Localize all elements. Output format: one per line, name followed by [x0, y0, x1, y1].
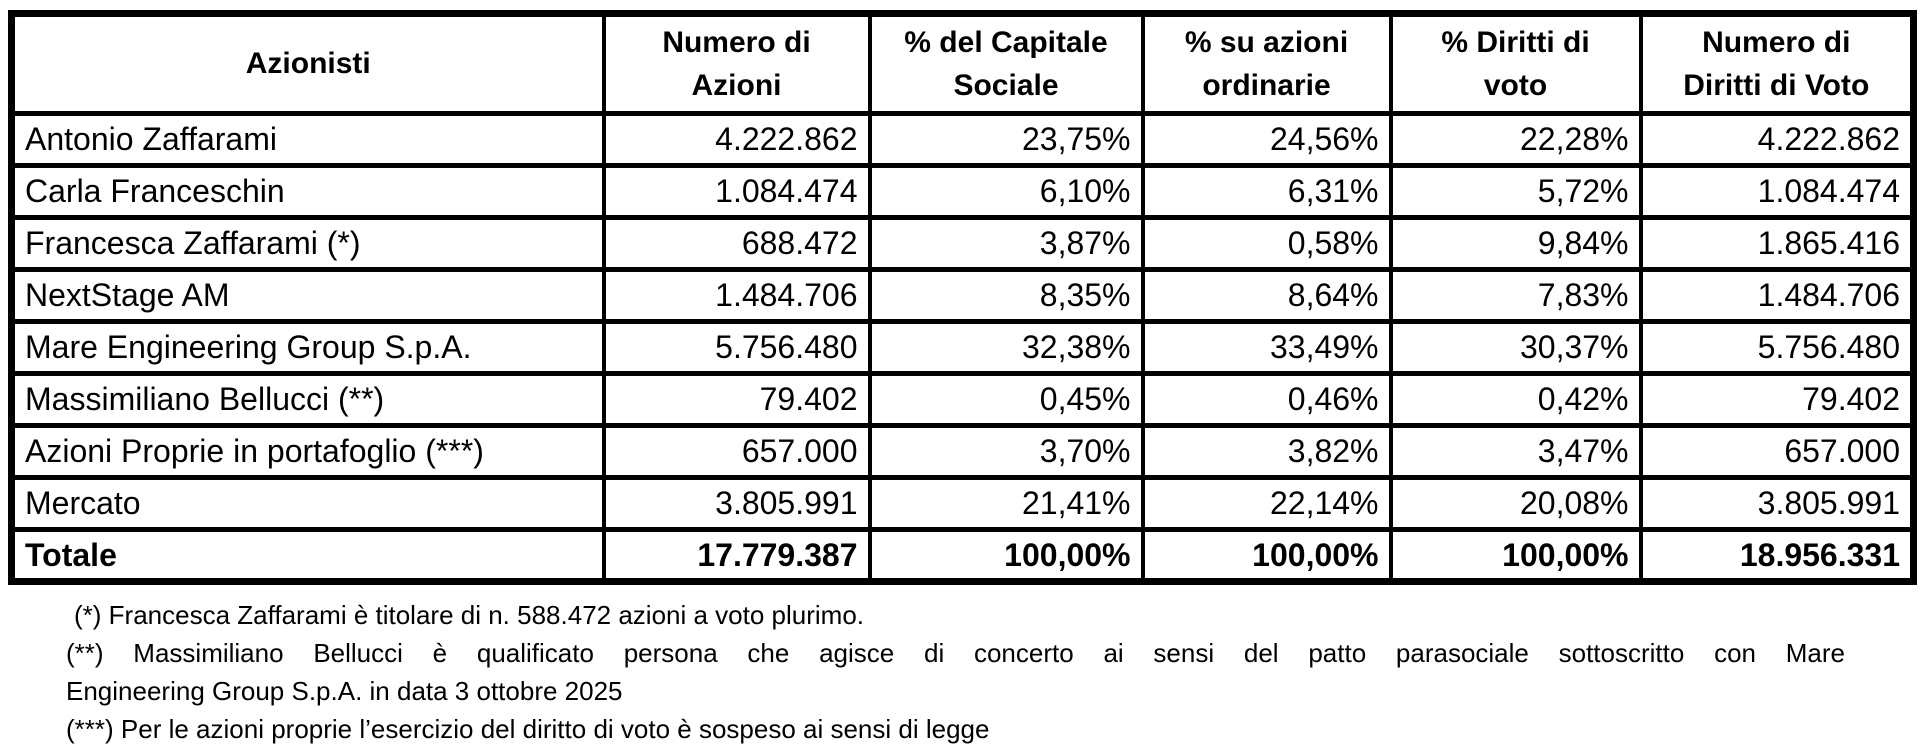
table-cell: 1.484.706 [601, 267, 872, 324]
table-cell: 5.756.480 [1638, 319, 1916, 376]
shareholder-name: Mare Engineering Group S.p.A. [9, 319, 606, 376]
table-cell: 1.865.416 [1638, 215, 1916, 272]
table-cell: 33,49% [1140, 319, 1393, 376]
table-cell: 688.472 [601, 215, 872, 272]
table-cell: 6,31% [1140, 163, 1393, 220]
shareholder-name: Carla Franceschin [9, 163, 606, 220]
shareholder-name: Azioni Proprie in portafoglio (***) [9, 423, 606, 480]
table-cell: 1.084.474 [1638, 163, 1916, 220]
table-row: Azioni Proprie in portafoglio (***) 657.… [9, 423, 1916, 480]
table-row: Mare Engineering Group S.p.A. 5.756.480 … [9, 319, 1916, 376]
shareholder-name: NextStage AM [9, 267, 606, 324]
table-cell: 32,38% [867, 319, 1145, 376]
table-cell: 4.222.862 [601, 111, 872, 168]
col-header-numero-diritti: Numero di Diritti di Voto [1638, 11, 1916, 116]
table-cell: 1.084.474 [601, 163, 872, 220]
table-row: Antonio Zaffarami 4.222.862 23,75% 24,56… [9, 111, 1916, 168]
table-cell: 6,10% [867, 163, 1145, 220]
table-cell: 7,83% [1388, 267, 1643, 324]
footnote-line: (*) Francesca Zaffarami è titolare di n.… [74, 600, 865, 630]
table-cell: 21,41% [867, 475, 1145, 532]
table-cell: 20,08% [1388, 475, 1643, 532]
shareholder-name: Antonio Zaffarami [9, 111, 606, 168]
table-cell: 9,84% [1388, 215, 1643, 272]
col-header-diritti-voto-pct: % Diritti di voto [1388, 11, 1643, 116]
shareholders-table: Azionisti Numero di Azioni % del Capital… [8, 10, 1917, 585]
total-row: Totale 17.779.387 100,00% 100,00% 100,00… [9, 527, 1916, 584]
col-header-azioni-ordinarie: % su azioni ordinarie [1140, 11, 1393, 116]
total-cell: 100,00% [1140, 527, 1393, 584]
table-row: Massimiliano Bellucci (**) 79.402 0,45% … [9, 371, 1916, 428]
table-cell: 3.805.991 [1638, 475, 1916, 532]
table-cell: 79.402 [1638, 371, 1916, 428]
table-cell: 79.402 [601, 371, 872, 428]
table-cell: 23,75% [867, 111, 1145, 168]
table-cell: 4.222.862 [1638, 111, 1916, 168]
col-header-capitale-sociale: % del Capitale Sociale [867, 11, 1145, 116]
table-cell: 5.756.480 [601, 319, 872, 376]
table-cell: 3,87% [867, 215, 1145, 272]
table-cell: 8,35% [867, 267, 1145, 324]
shareholder-name: Massimiliano Bellucci (**) [9, 371, 606, 428]
table-cell: 30,37% [1388, 319, 1643, 376]
table-cell: 8,64% [1140, 267, 1393, 324]
table-cell: 3,47% [1388, 423, 1643, 480]
table-cell: 3,82% [1140, 423, 1393, 480]
table-cell: 22,14% [1140, 475, 1393, 532]
table-cell: 657.000 [1638, 423, 1916, 480]
table-cell: 1.484.706 [1638, 267, 1916, 324]
table-row: NextStage AM 1.484.706 8,35% 8,64% 7,83%… [9, 267, 1916, 324]
table-cell: 0,42% [1388, 371, 1643, 428]
shareholders-table-container: Azionisti Numero di Azioni % del Capital… [8, 10, 1917, 585]
table-cell: 3,70% [867, 423, 1145, 480]
total-cell: 17.779.387 [601, 527, 872, 584]
total-label: Totale [9, 527, 606, 584]
footnotes: (*) Francesca Zaffarami è titolare di n.… [0, 596, 1860, 748]
header-row: Azionisti Numero di Azioni % del Capital… [9, 11, 1916, 116]
table-cell: 22,28% [1388, 111, 1643, 168]
shareholder-name: Francesca Zaffarami (*) [9, 215, 606, 272]
col-header-numero-azioni: Numero di Azioni [601, 11, 872, 116]
col-header-azionisti: Azionisti [9, 11, 606, 116]
table-cell: 657.000 [601, 423, 872, 480]
footnote-line: Engineering Group S.p.A. in data 3 ottob… [66, 676, 623, 706]
table-row: Francesca Zaffarami (*) 688.472 3,87% 0,… [9, 215, 1916, 272]
table-cell: 0,46% [1140, 371, 1393, 428]
footnote-line: (**) Massimiliano Bellucci è qualificato… [66, 638, 1845, 668]
table-row: Mercato 3.805.991 21,41% 22,14% 20,08% 3… [9, 475, 1916, 532]
total-cell: 18.956.331 [1638, 527, 1916, 584]
total-cell: 100,00% [1388, 527, 1643, 584]
shareholder-name: Mercato [9, 475, 606, 532]
table-cell: 3.805.991 [601, 475, 872, 532]
table-cell: 0,58% [1140, 215, 1393, 272]
table-cell: 5,72% [1388, 163, 1643, 220]
footnote-line: (***) Per le azioni proprie l’esercizio … [66, 714, 990, 744]
table-cell: 24,56% [1140, 111, 1393, 168]
table-row: Carla Franceschin 1.084.474 6,10% 6,31% … [9, 163, 1916, 220]
total-cell: 100,00% [867, 527, 1145, 584]
table-cell: 0,45% [867, 371, 1145, 428]
